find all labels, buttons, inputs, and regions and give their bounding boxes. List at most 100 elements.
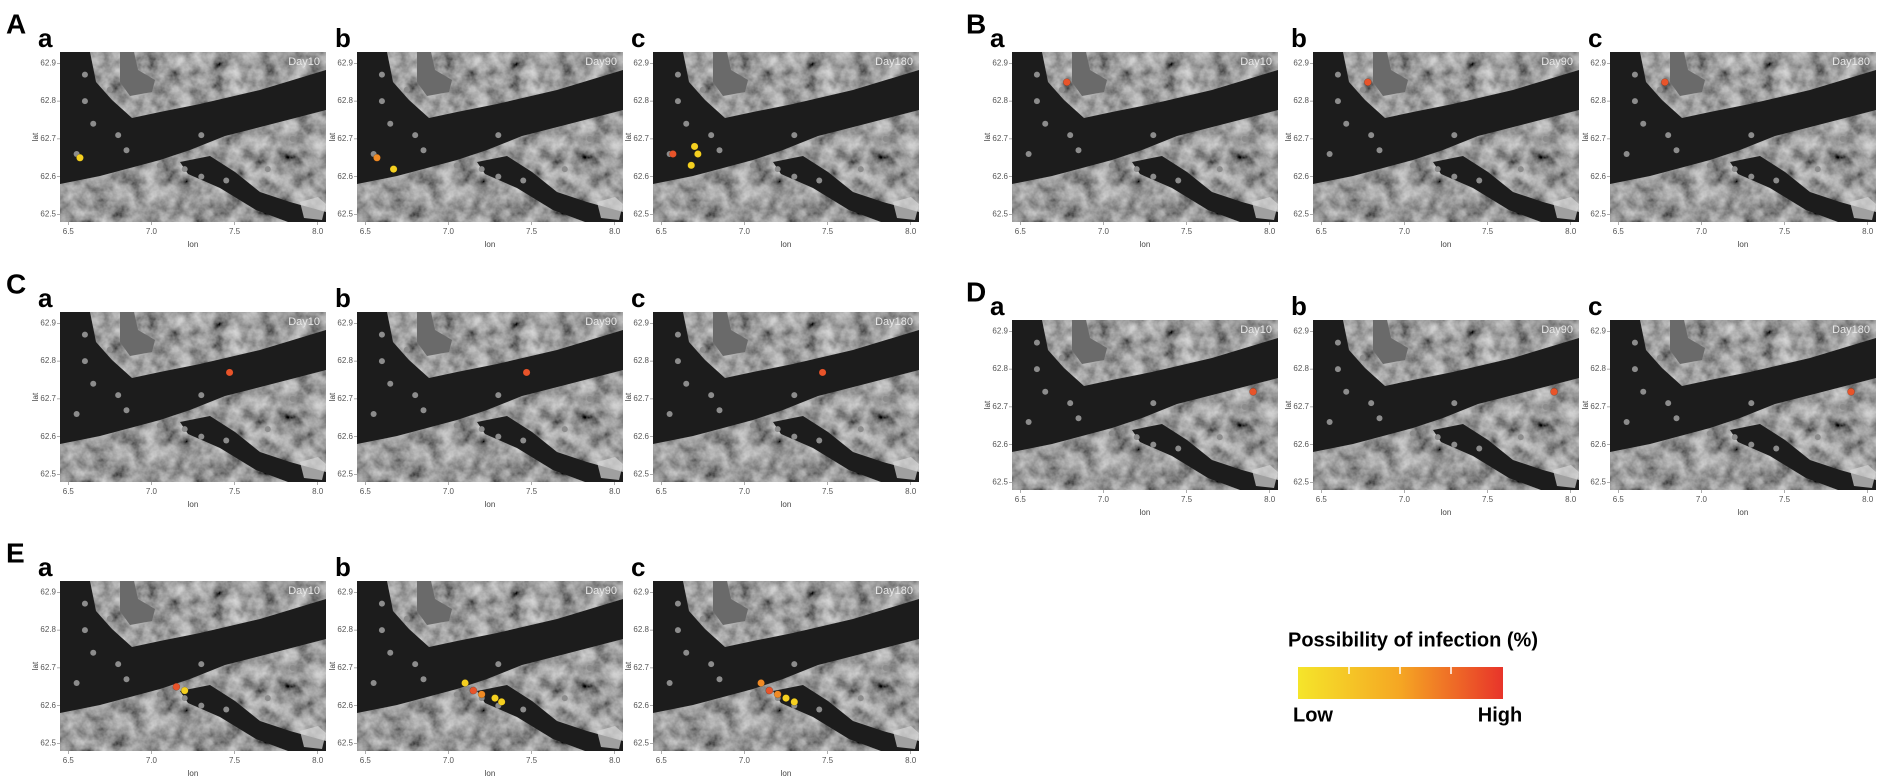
x-tick-label: 7.0 xyxy=(739,756,751,765)
y-tick-label: 62.7 xyxy=(337,663,353,672)
site-point xyxy=(774,166,781,173)
site-point xyxy=(1631,366,1638,373)
site-point xyxy=(1434,166,1441,173)
x-tick-label: 7.5 xyxy=(1482,227,1494,236)
x-tick-label: 6.5 xyxy=(63,227,75,236)
x-tick-label: 8.0 xyxy=(1565,495,1577,504)
x-tick-label: 6.5 xyxy=(1613,495,1625,504)
y-tick-label: 62.7 xyxy=(992,134,1008,143)
x-axis-label: lon xyxy=(188,500,199,509)
y-tick-label: 62.6 xyxy=(337,701,353,710)
panel-title: Day10 xyxy=(288,585,320,597)
site-point xyxy=(857,166,864,173)
site-point xyxy=(1108,430,1115,437)
y-tick-label: 62.9 xyxy=(1590,326,1606,335)
y-tick-label: 62.7 xyxy=(40,134,56,143)
y-tick-label: 62.7 xyxy=(1590,402,1606,411)
site-point xyxy=(420,676,427,683)
panel-title: Day180 xyxy=(1832,56,1870,68)
site-point xyxy=(1706,162,1713,169)
y-tick-label: 62.7 xyxy=(1293,402,1309,411)
site-point xyxy=(387,380,394,387)
y-tick-label: 62.6 xyxy=(337,432,353,441)
site-point xyxy=(1839,403,1846,410)
panel-title: Day90 xyxy=(1541,324,1573,336)
site-point xyxy=(1025,151,1032,157)
site-point xyxy=(1409,430,1416,437)
site-point xyxy=(1673,415,1680,422)
x-tick-label: 7.5 xyxy=(822,487,834,496)
panel-label: c xyxy=(631,23,645,53)
site-point xyxy=(115,661,122,668)
site-point xyxy=(1133,166,1140,173)
site-point xyxy=(156,162,163,169)
site-point xyxy=(716,407,723,414)
site-point xyxy=(289,664,296,671)
x-axis-label: lon xyxy=(1441,240,1452,249)
x-tick-label: 7.0 xyxy=(739,227,751,236)
y-axis-label: lat xyxy=(624,132,633,141)
x-tick-label: 7.5 xyxy=(526,756,538,765)
y-tick-label: 62.9 xyxy=(337,58,353,67)
x-tick-label: 7.0 xyxy=(1399,495,1411,504)
site-point xyxy=(520,177,527,184)
site-point xyxy=(1058,86,1065,93)
site-point xyxy=(1359,354,1366,361)
y-tick-label: 62.7 xyxy=(633,394,649,403)
site-point xyxy=(1665,400,1672,407)
site-point xyxy=(857,695,864,702)
site-point xyxy=(674,358,681,365)
y-tick-label: 62.6 xyxy=(633,701,649,710)
site-point xyxy=(420,407,427,414)
site-point xyxy=(857,426,864,433)
y-tick-label: 62.7 xyxy=(40,394,56,403)
y-tick-label: 62.7 xyxy=(633,663,649,672)
site-point xyxy=(90,649,97,656)
x-axis-label: lon xyxy=(485,500,496,509)
site-point xyxy=(495,392,502,399)
site-point xyxy=(412,392,419,399)
site-point xyxy=(791,132,798,139)
site-point xyxy=(495,132,502,139)
y-tick-label: 62.6 xyxy=(1590,440,1606,449)
y-tick-label: 62.6 xyxy=(40,172,56,181)
site-point xyxy=(387,649,394,656)
x-tick-label: 6.5 xyxy=(360,227,372,236)
panel-title: Day10 xyxy=(288,56,320,68)
x-axis-label: lon xyxy=(1140,240,1151,249)
map-background xyxy=(1313,52,1579,222)
panel-label: c xyxy=(631,552,645,582)
map-background xyxy=(1012,320,1278,490)
site-point xyxy=(1058,354,1065,361)
site-point xyxy=(1706,430,1713,437)
site-point xyxy=(1368,132,1375,139)
y-tick-label: 62.8 xyxy=(337,356,353,365)
x-tick-label: 8.0 xyxy=(312,756,324,765)
site-point xyxy=(264,166,271,173)
panel-title: Day10 xyxy=(1240,56,1272,68)
site-point xyxy=(1476,177,1483,184)
site-point xyxy=(1748,400,1755,407)
x-axis-label: lon xyxy=(781,240,792,249)
site-point xyxy=(1175,177,1182,184)
y-tick-label: 62.7 xyxy=(337,394,353,403)
site-point xyxy=(1343,120,1350,127)
panel-title: Day180 xyxy=(875,585,913,597)
x-tick-label: 7.0 xyxy=(1696,495,1708,504)
x-tick-label: 7.0 xyxy=(1098,227,1110,236)
site-point xyxy=(370,680,377,686)
infected-point xyxy=(1364,78,1372,87)
panel-label: a xyxy=(990,23,1005,53)
site-point xyxy=(115,392,122,399)
site-point xyxy=(708,392,715,399)
site-point xyxy=(453,162,460,169)
site-point xyxy=(1216,166,1223,173)
map-background xyxy=(653,312,919,482)
y-axis-label: lat xyxy=(31,132,40,141)
site-point xyxy=(81,98,88,105)
legend-low: Low xyxy=(1293,704,1333,726)
site-point xyxy=(674,331,681,338)
map-background xyxy=(653,581,919,751)
map-background xyxy=(1610,52,1876,222)
